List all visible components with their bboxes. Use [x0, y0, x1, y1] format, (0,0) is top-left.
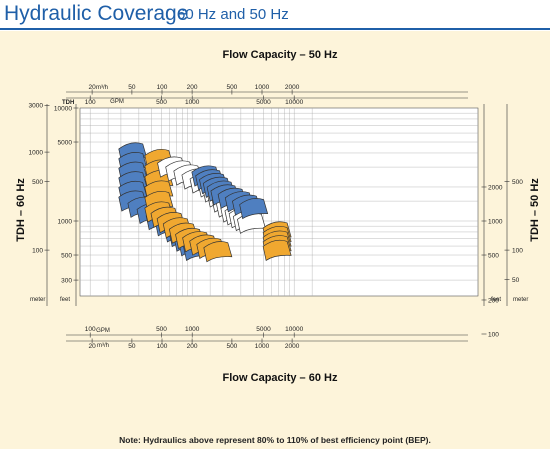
coverage-curves — [118, 142, 292, 263]
bottom-axis-title: Flow Capacity – 60 Hz — [223, 372, 338, 384]
right-feet-axis-tick-label: 100 — [488, 331, 499, 338]
bottom-m3h-axis-tick-label: 20 — [88, 343, 96, 350]
top-axis-title: Flow Capacity – 50 Hz — [223, 49, 338, 61]
right-feet-axis-tick-label: 500 — [488, 252, 499, 259]
left-feet-axis-tick-label: 10000 — [54, 105, 72, 112]
right-axis-title: TDH – 50 Hz — [529, 178, 541, 242]
chart-axes: 20 50 100 200 500 1000 2000 100 500 1000 5000 10000… — [29, 84, 524, 350]
left-meter-axis-tick-label: 3000 — [29, 103, 44, 110]
top-m3h-axis-tick-label: 100 — [157, 84, 168, 91]
bottom-m3h-axis-tick-label: 50 — [128, 343, 136, 350]
top-gpm-unit: GPM — [110, 99, 124, 105]
right-meter-axis-tick-label: 50 — [512, 277, 520, 284]
left-tdh-label: TDH — [62, 100, 74, 106]
page-subtitle: 60 Hz and 50 Hz — [177, 6, 289, 23]
right-meter-axis-tick-label: 100 — [512, 247, 523, 254]
footnote: Note: Hydraulics above represent 80% to … — [119, 435, 431, 445]
left-meter-axis-tick-label: 500 — [32, 179, 43, 186]
bottom-gpm-axis-tick-label: 10000 — [285, 326, 303, 333]
page-title: Hydraulic Coverage — [4, 2, 189, 25]
top-m3h-axis-tick-label: 500 — [226, 84, 237, 91]
right-feet-axis-tick-label: 200 — [488, 297, 499, 304]
coverage-curve-blue — [239, 198, 269, 220]
coverage-curve-orange — [262, 239, 292, 261]
right-feet-axis-tick-label: 2000 — [488, 184, 503, 191]
right-meter-label: meter — [513, 297, 528, 303]
left-meter-axis-tick-label: 1000 — [29, 149, 44, 156]
bottom-gpm-axis-tick-label: 500 — [156, 326, 167, 333]
bottom-m3h-axis-tick-label: 100 — [157, 343, 168, 350]
bottom-m3h-axis-tick-label: 200 — [187, 343, 198, 350]
right-feet-axis-tick-label: 1000 — [488, 218, 503, 225]
bottom-gpm-axis-tick-label: 1000 — [185, 326, 200, 333]
bottom-gpm-unit: GPM — [96, 328, 110, 334]
right-meter-axis-tick-label: 500 — [512, 179, 523, 186]
bottom-m3h-axis-tick-label: 1000 — [255, 343, 270, 350]
top-gpm-axis-tick-label: 10000 — [285, 99, 303, 106]
header-rule — [0, 28, 550, 30]
left-feet-axis-tick-label: 500 — [61, 252, 72, 259]
header: Hydraulic Coverage 60 Hz and 50 Hz — [0, 0, 550, 28]
top-m3h-axis-tick-label: 20 — [88, 84, 96, 91]
left-meter-label: meter — [30, 297, 45, 303]
top-m3h-unit: m³/h — [96, 85, 108, 91]
top-gpm-axis-tick-label: 1000 — [185, 99, 200, 106]
bottom-m3h-axis-tick-label: 2000 — [285, 343, 300, 350]
bottom-gpm-axis-tick-label: 5000 — [256, 326, 271, 333]
left-meter-axis-tick-label: 100 — [32, 247, 43, 254]
left-feet-axis-tick-label: 1000 — [58, 218, 73, 225]
coverage-curve-orange — [203, 241, 233, 263]
top-gpm-axis-tick-label: 100 — [85, 99, 96, 106]
bottom-m3h-axis-tick-label: 500 — [226, 343, 237, 350]
top-m3h-axis-tick-label: 200 — [187, 84, 198, 91]
top-m3h-axis-tick-label: 2000 — [285, 84, 300, 91]
left-feet-axis-tick-label: 5000 — [58, 139, 73, 146]
bottom-m3h-unit: m³/h — [97, 343, 109, 349]
left-feet-label: feet — [60, 297, 70, 303]
top-m3h-axis-tick-label: 1000 — [255, 84, 270, 91]
top-gpm-axis-tick-label: 500 — [156, 99, 167, 106]
right-feet-label: feet — [491, 297, 501, 303]
left-axis-title: TDH – 60 Hz — [15, 178, 27, 242]
top-gpm-axis-tick-label: 5000 — [256, 99, 271, 106]
top-m3h-axis-tick-label: 50 — [128, 84, 136, 91]
bottom-gpm-axis-tick-label: 100 — [85, 326, 96, 333]
left-feet-axis-tick-label: 300 — [61, 277, 72, 284]
